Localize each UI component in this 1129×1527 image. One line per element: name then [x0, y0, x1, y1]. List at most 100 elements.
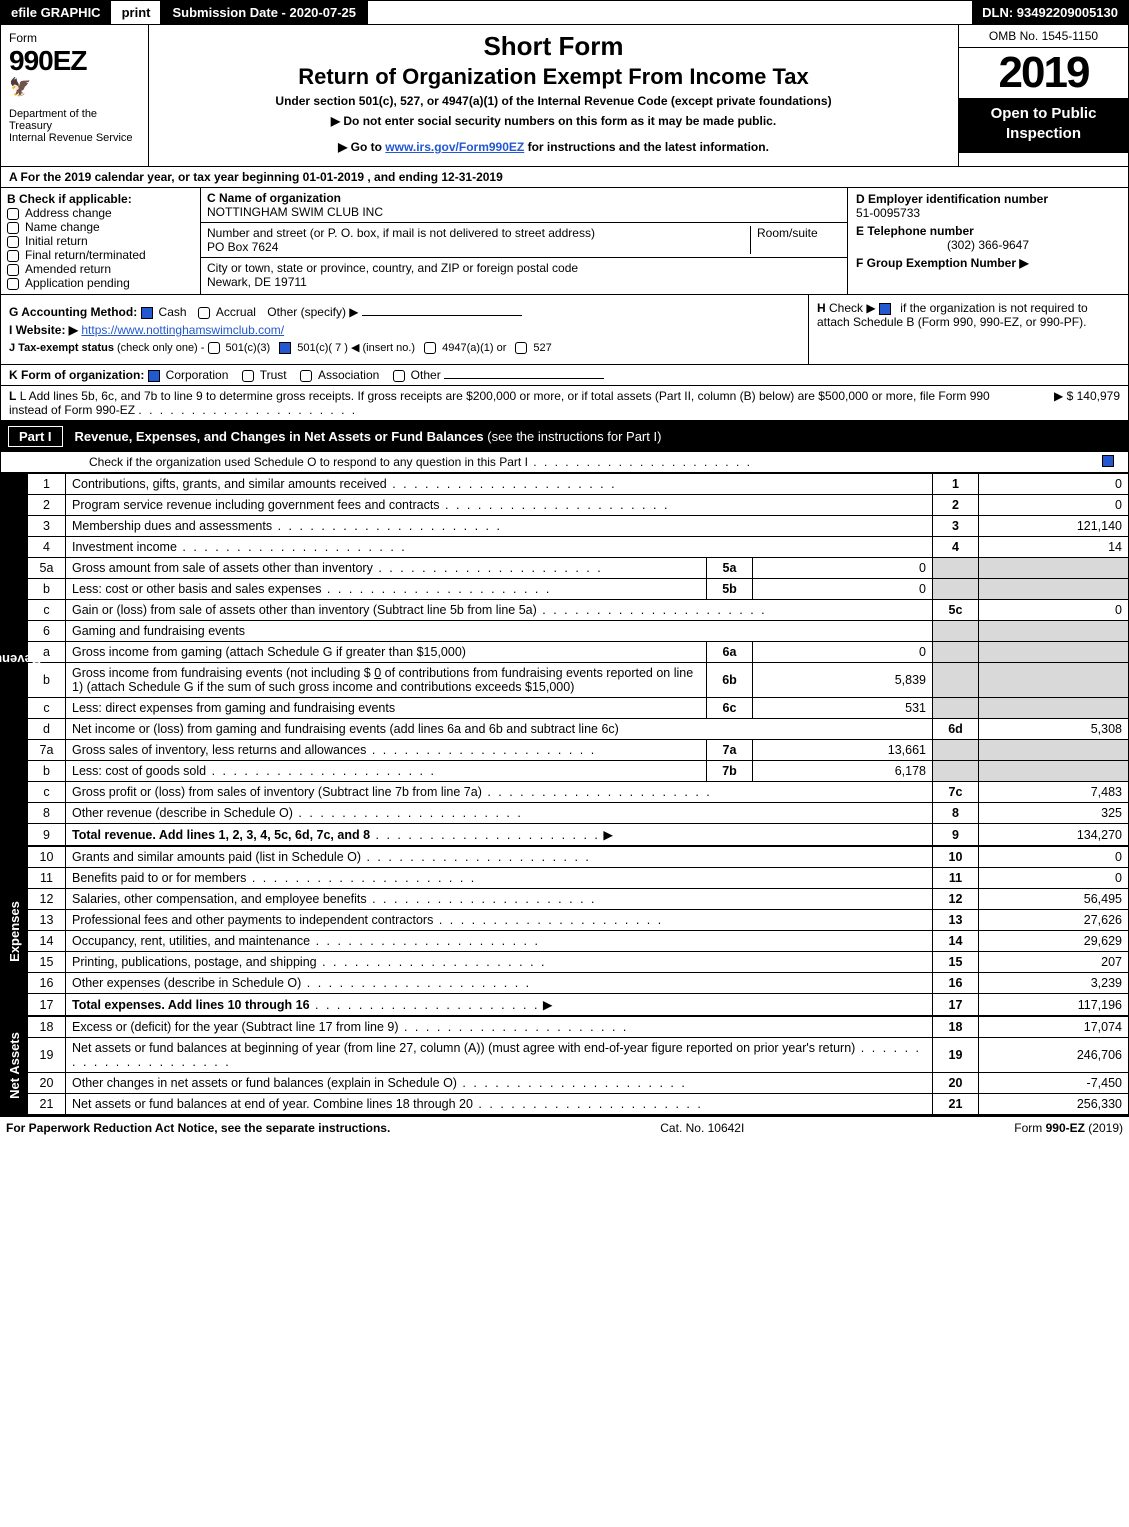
- top-toolbar: efile GRAPHIC print Submission Date - 20…: [0, 0, 1129, 25]
- row-k: K Form of organization: Corporation Trus…: [0, 365, 1129, 386]
- efile-label: efile GRAPHIC: [1, 1, 112, 24]
- chk-name-change[interactable]: [7, 222, 19, 234]
- chk-accrual[interactable]: [198, 307, 210, 319]
- lbl-501c3: 501(c)(3): [226, 342, 271, 354]
- chk-address-change[interactable]: [7, 208, 19, 220]
- lbl-527: 527: [533, 342, 551, 354]
- city-label: City or town, state or province, country…: [207, 261, 841, 275]
- ein-value: 51-0095733: [856, 206, 1120, 220]
- form-number: 990EZ: [9, 45, 140, 77]
- box-b-label: B Check if applicable:: [7, 192, 194, 206]
- k-label: K Form of organization:: [9, 368, 144, 382]
- print-button[interactable]: print: [112, 1, 161, 24]
- lbl-final-return: Final return/terminated: [25, 248, 146, 262]
- chk-501c3[interactable]: [208, 342, 220, 354]
- line-19: 19Net assets or fund balances at beginni…: [28, 1038, 1129, 1073]
- irs-link[interactable]: www.irs.gov/Form990EZ: [385, 140, 524, 154]
- expenses-body: Expenses 10Grants and similar amounts pa…: [0, 846, 1129, 1016]
- lbl-initial-return: Initial return: [25, 234, 88, 248]
- open-public: Open to Public Inspection: [959, 98, 1128, 153]
- lbl-cash: Cash: [159, 305, 187, 319]
- line-7b: bLess: cost of goods sold7b6,178: [28, 761, 1129, 782]
- submission-date: Submission Date - 2020-07-25: [160, 1, 368, 24]
- chk-527[interactable]: [515, 342, 527, 354]
- line-16: 16Other expenses (describe in Schedule O…: [28, 973, 1129, 994]
- chk-association[interactable]: [300, 370, 312, 382]
- line-1: 1Contributions, gifts, grants, and simil…: [28, 474, 1129, 495]
- footer-left: For Paperwork Reduction Act Notice, see …: [6, 1121, 390, 1135]
- org-name: NOTTINGHAM SWIM CLUB INC: [207, 205, 841, 219]
- check-o-text: Check if the organization used Schedule …: [89, 455, 528, 469]
- chk-h[interactable]: [879, 303, 891, 315]
- city-value: Newark, DE 19711: [207, 275, 841, 289]
- line-2: 2Program service revenue including gover…: [28, 495, 1129, 516]
- lbl-other-specify: Other (specify) ▶: [267, 305, 358, 319]
- line-6: 6Gaming and fundraising events: [28, 621, 1129, 642]
- box-d-label: D Employer identification number: [856, 192, 1120, 206]
- chk-other-org[interactable]: [393, 370, 405, 382]
- line-21: 21Net assets or fund balances at end of …: [28, 1094, 1129, 1115]
- l-amount: ▶ $ 140,979: [1000, 389, 1120, 417]
- part1-body: Revenue 1Contributions, gifts, grants, a…: [0, 473, 1129, 846]
- go-to-line: ▶ Go to www.irs.gov/Form990EZ for instru…: [338, 140, 769, 154]
- chk-corporation[interactable]: [148, 370, 160, 382]
- part1-label: Part I: [8, 426, 63, 447]
- header-right: OMB No. 1545-1150 2019 Open to Public In…: [958, 25, 1128, 166]
- box-f-label: F Group Exemption Number ▶: [856, 256, 1120, 270]
- lbl-trust: Trust: [260, 368, 287, 382]
- side-netassets: Net Assets: [7, 1032, 22, 1099]
- box-e-label: E Telephone number: [856, 224, 1120, 238]
- box-c-label: C Name of organization: [207, 191, 841, 205]
- eagle-icon: 🦅: [9, 77, 140, 98]
- chk-schedule-o[interactable]: [1102, 455, 1114, 467]
- chk-final-return[interactable]: [7, 250, 19, 262]
- chk-4947[interactable]: [424, 342, 436, 354]
- dept-label: Department of the Treasury: [9, 108, 140, 132]
- dln-label: DLN: 93492209005130: [972, 1, 1128, 24]
- chk-cash[interactable]: [141, 307, 153, 319]
- part1-title: Revenue, Expenses, and Changes in Net As…: [75, 429, 662, 444]
- line-12: 12Salaries, other compensation, and empl…: [28, 889, 1129, 910]
- irs-label: Internal Revenue Service: [9, 132, 140, 144]
- line-9: 9Total revenue. Add lines 1, 2, 3, 4, 5c…: [28, 824, 1129, 846]
- line-3: 3Membership dues and assessments3121,140: [28, 516, 1129, 537]
- chk-amended-return[interactable]: [7, 264, 19, 276]
- line-5b: bLess: cost or other basis and sales exp…: [28, 579, 1129, 600]
- j-label: J Tax-exempt status: [9, 342, 114, 354]
- chk-trust[interactable]: [242, 370, 254, 382]
- lbl-name-change: Name change: [25, 220, 100, 234]
- box-c: C Name of organization NOTTINGHAM SWIM C…: [201, 188, 848, 294]
- header-mid: Short Form Return of Organization Exempt…: [149, 25, 958, 166]
- street-label: Number and street (or P. O. box, if mail…: [207, 226, 744, 240]
- chk-application-pending[interactable]: [7, 278, 19, 290]
- row-g-h-i-j: G Accounting Method: Cash Accrual Other …: [0, 295, 1129, 365]
- g-label: G Accounting Method:: [9, 305, 137, 319]
- under-section: Under section 501(c), 527, or 4947(a)(1)…: [275, 94, 831, 108]
- line-17: 17Total expenses. Add lines 10 through 1…: [28, 994, 1129, 1016]
- expenses-table: 10Grants and similar amounts paid (list …: [27, 846, 1129, 1016]
- line-15: 15Printing, publications, postage, and s…: [28, 952, 1129, 973]
- line-8: 8Other revenue (describe in Schedule O)8…: [28, 803, 1129, 824]
- lbl-amended-return: Amended return: [25, 262, 111, 276]
- line-18: 18Excess or (deficit) for the year (Subt…: [28, 1017, 1129, 1038]
- line-5c: cGain or (loss) from sale of assets othe…: [28, 600, 1129, 621]
- box-b: B Check if applicable: Address change Na…: [1, 188, 201, 294]
- title-short-form: Short Form: [483, 31, 623, 62]
- lbl-501c: 501(c)( 7 ) ◀ (insert no.): [297, 342, 415, 354]
- line-7a: 7aGross sales of inventory, less returns…: [28, 740, 1129, 761]
- netassets-body: Net Assets 18Excess or (deficit) for the…: [0, 1016, 1129, 1115]
- lbl-4947: 4947(a)(1) or: [442, 342, 506, 354]
- chk-initial-return[interactable]: [7, 236, 19, 248]
- chk-501c[interactable]: [279, 342, 291, 354]
- website-link[interactable]: https://www.nottinghamswimclub.com/: [81, 323, 284, 337]
- side-revenue: Revenue: [0, 652, 41, 667]
- line-10: 10Grants and similar amounts paid (list …: [28, 847, 1129, 868]
- i-label: I Website: ▶: [9, 323, 78, 337]
- part1-header: Part I Revenue, Expenses, and Changes in…: [0, 421, 1129, 452]
- other-specify-blank: [362, 315, 522, 316]
- tax-year: 2019: [959, 48, 1128, 98]
- line-7c: cGross profit or (loss) from sales of in…: [28, 782, 1129, 803]
- room-suite-label: Room/suite: [751, 226, 841, 254]
- do-not-enter: ▶ Do not enter social security numbers o…: [331, 114, 776, 128]
- line-6c: cLess: direct expenses from gaming and f…: [28, 698, 1129, 719]
